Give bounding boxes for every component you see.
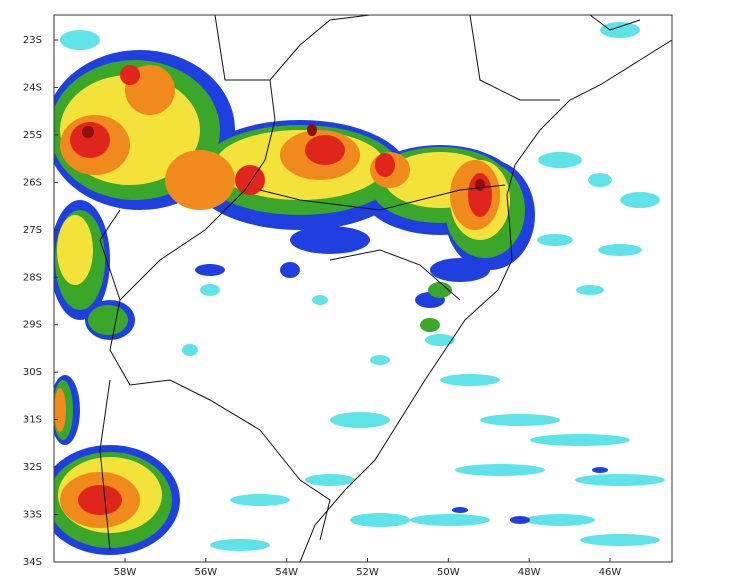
light-cells	[60, 22, 665, 551]
lon-label: 54W	[275, 567, 298, 578]
lon-label: 58W	[114, 567, 137, 578]
lat-label: 23S	[23, 35, 42, 46]
precipitation-field	[54, 22, 665, 555]
lat-label: 33S	[23, 510, 42, 521]
lat-label: 29S	[23, 320, 42, 331]
lat-label: 26S	[23, 177, 42, 188]
internal-borders	[99, 184, 506, 551]
plot-frame	[53, 14, 673, 563]
lat-label: 34S	[23, 557, 42, 568]
state-borders	[214, 15, 641, 101]
country-border	[109, 79, 331, 541]
boundaries	[99, 15, 672, 562]
lon-label: 52W	[356, 567, 379, 578]
lat-label: 27S	[23, 225, 42, 236]
band-core	[82, 124, 485, 191]
lat-label: 31S	[23, 415, 42, 426]
band-red	[70, 65, 492, 515]
lon-label: 48W	[518, 567, 541, 578]
lat-label: 25S	[23, 130, 42, 141]
lon-label: 46W	[599, 567, 622, 578]
lat-label: 30S	[23, 367, 42, 378]
lon-label: 56W	[195, 567, 218, 578]
moderate-cells	[195, 226, 608, 524]
lat-label: 32S	[23, 462, 42, 473]
coastline	[299, 39, 672, 562]
lat-label: 28S	[23, 272, 42, 283]
axes: 23S 24S 25S 26S 27S 28S 29S 30S 31S 32S 33S 34S 58W 5…	[23, 35, 621, 578]
lat-label: 24S	[23, 82, 42, 93]
lon-label: 50W	[437, 567, 460, 578]
